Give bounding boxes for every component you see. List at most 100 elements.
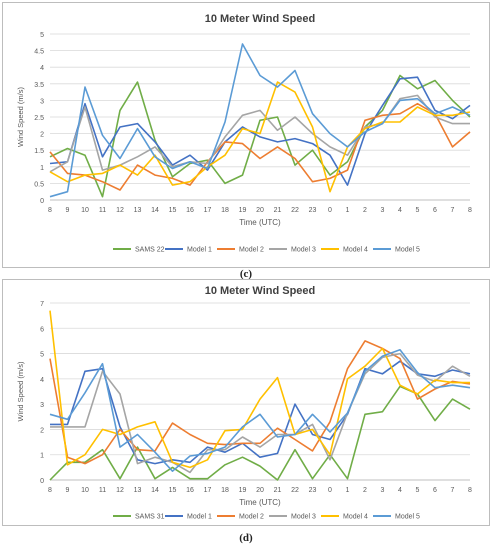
y-tick-label: 1 (40, 165, 44, 172)
x-tick-label: 15 (169, 207, 177, 214)
y-tick-label: 5 (40, 352, 44, 359)
series-line-1 (49, 385, 471, 481)
y-tick-label: 5 (40, 32, 44, 39)
chart-title: 10 Meter Wind Speed (205, 13, 316, 25)
legend-label: SAMS 22 (135, 247, 165, 254)
series-line-1 (49, 74, 471, 198)
y-tick-label: 2 (40, 427, 44, 434)
legend-label: Model 2 (239, 247, 264, 254)
x-tick-label: 22 (291, 487, 299, 494)
series-line-6 (49, 349, 471, 472)
x-tick-label: 5 (416, 487, 420, 494)
y-tick-label: 4.5 (34, 49, 44, 56)
legend-label: Model 3 (291, 514, 316, 521)
x-tick-label: 8 (48, 487, 52, 494)
x-tick-label: 12 (116, 487, 124, 494)
x-tick-label: 3 (381, 487, 385, 494)
legend-label: Model 3 (291, 247, 316, 254)
y-tick-label: 1 (40, 453, 44, 460)
y-tick-label: 4 (40, 65, 44, 72)
x-tick-label: 13 (134, 207, 142, 214)
x-tick-label: 8 (48, 207, 52, 214)
x-tick-label: 21 (274, 487, 282, 494)
x-tick-label: 11 (99, 207, 106, 214)
legend-label: Model 5 (395, 514, 420, 521)
wind-speed-chart-c: 10 Meter Wind Speed 0 0.5 1 1.5 2 2.5 3 3.5 4 4.5 5… (16, 13, 472, 254)
y-axis-title: Wind Speed (m/s) (16, 86, 25, 147)
x-tick-label: 2 (363, 487, 367, 494)
chart-panel-d: 10 Meter Wind Speed 0 1 2 3 4 5 6 7 8 9 10 11 12 13 14 1… (2, 279, 490, 526)
y-tick-label: 0.5 (34, 181, 44, 188)
x-tick-label: 1 (346, 207, 350, 214)
x-tick-label: 6 (433, 487, 437, 494)
caption-c: (c) (239, 268, 253, 280)
legend-label: Model 2 (239, 514, 264, 521)
x-tick-label: 23 (309, 487, 317, 494)
legend-label: Model 1 (187, 247, 212, 254)
x-tick-label: 1 (346, 487, 350, 494)
x-tick-label: 7 (451, 487, 455, 494)
x-tick-label: 8 (468, 487, 472, 494)
y-tick-label: 0 (40, 478, 44, 485)
y-axis-title: Wind Speed (m/s) (16, 361, 25, 422)
x-tick-label: 20 (256, 487, 264, 494)
x-tick-label: 20 (256, 207, 264, 214)
x-tick-label: 18 (221, 207, 229, 214)
x-tick-label: 14 (151, 207, 159, 214)
x-tick-label: 2 (363, 207, 367, 214)
x-tick-label: 4 (398, 487, 402, 494)
x-tick-label: 7 (451, 207, 455, 214)
x-tick-label: 23 (309, 207, 317, 214)
legend-label: Model 4 (343, 247, 368, 254)
y-tick-label: 3 (40, 402, 44, 409)
x-tick-label: 18 (221, 487, 229, 494)
legend-label: Model 5 (395, 247, 420, 254)
x-tick-label: 22 (291, 207, 299, 214)
series-line-5 (49, 81, 471, 193)
x-tick-label: 14 (151, 487, 159, 494)
x-tick-label: 16 (186, 487, 194, 494)
caption-d: (d) (239, 532, 253, 544)
x-tick-label: 19 (239, 487, 247, 494)
x-tick-label: 16 (186, 207, 194, 214)
series-line-6 (49, 43, 471, 198)
x-tick-label: 5 (416, 207, 420, 214)
x-axis-title: Time (UTC) (239, 498, 281, 507)
x-tick-label: 0 (328, 207, 332, 214)
x-tick-label: 17 (204, 207, 212, 214)
y-tick-label: 0 (40, 198, 44, 205)
x-tick-label: 11 (99, 487, 106, 494)
y-tick-label: 1.5 (34, 148, 44, 155)
y-tick-label: 6 (40, 326, 44, 333)
chart-panel-c: 10 Meter Wind Speed 0 0.5 1 1.5 2 2.5 3 3.5 4 4.5 5… (2, 2, 490, 268)
series-line-3 (49, 340, 471, 465)
series-line-2 (50, 360, 471, 465)
x-tick-label: 19 (239, 207, 247, 214)
x-tick-label: 13 (134, 487, 142, 494)
x-tick-label: 6 (433, 207, 437, 214)
legend-label: Model 1 (187, 514, 212, 521)
x-tick-label: 10 (81, 487, 89, 494)
x-tick-label: 10 (81, 207, 89, 214)
x-axis-title: Time (UTC) (239, 218, 281, 227)
series-line-2 (49, 76, 471, 186)
series-line-5 (49, 310, 470, 469)
legend-label: SAMS 31 (135, 514, 165, 521)
y-tick-label: 4 (40, 377, 44, 384)
series-line-3 (49, 102, 471, 191)
y-tick-label: 2.5 (34, 115, 44, 122)
y-tick-label: 7 (40, 301, 44, 308)
series-line-4 (50, 352, 471, 474)
x-tick-label: 9 (66, 487, 70, 494)
y-tick-label: 3.5 (34, 82, 44, 89)
x-tick-label: 21 (274, 207, 282, 214)
x-tick-label: 9 (66, 207, 70, 214)
chart-title: 10 Meter Wind Speed (205, 285, 316, 297)
legend-label: Model 4 (343, 514, 368, 521)
x-tick-label: 3 (381, 207, 385, 214)
x-tick-label: 12 (116, 207, 124, 214)
y-tick-label: 3 (40, 98, 44, 105)
y-tick-label: 2 (40, 132, 44, 139)
x-tick-label: 4 (398, 207, 402, 214)
